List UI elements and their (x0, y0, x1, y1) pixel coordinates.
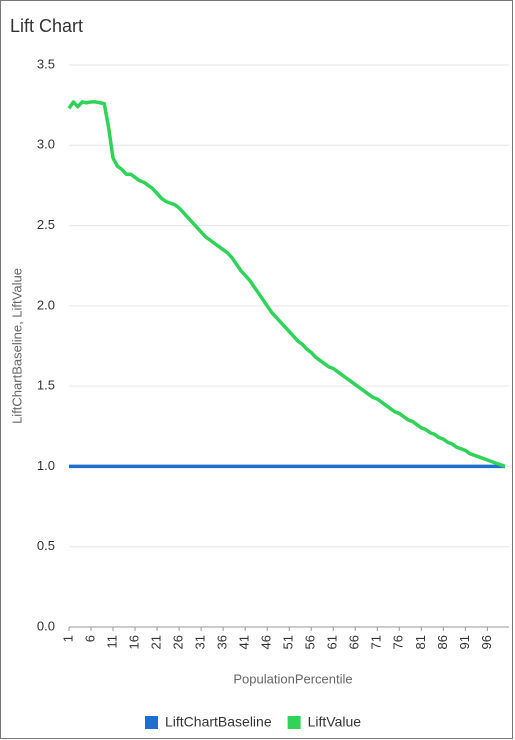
legend-swatch (287, 716, 301, 729)
y-tick-label: 2.0 (37, 297, 55, 312)
x-tick-label: 61 (325, 635, 340, 649)
x-tick-label: 71 (369, 635, 384, 649)
x-tick-label: 46 (259, 635, 274, 649)
x-tick-label: 21 (149, 635, 164, 649)
x-tick-label: 96 (479, 635, 494, 649)
x-tick-label: 81 (413, 635, 428, 649)
x-tick-label: 76 (391, 635, 406, 649)
x-tick-label: 51 (281, 635, 296, 649)
x-tick-label: 16 (126, 635, 141, 649)
x-tick-label: 66 (347, 635, 362, 649)
x-tick-label: 56 (303, 635, 318, 649)
y-tick-label: 0.5 (37, 538, 55, 553)
x-tick-label: 86 (435, 635, 450, 649)
x-tick-label: 91 (457, 635, 472, 649)
legend-swatch (145, 716, 158, 729)
x-axis-title: PopulationPercentile (233, 671, 352, 686)
x-tick-label: 31 (193, 635, 208, 649)
x-tick-label: 6 (82, 635, 97, 642)
y-tick-label: 3.0 (37, 137, 55, 152)
y-axis-title: LiftChartBaseline, LiftValue (9, 268, 24, 424)
y-tick-label: 0.0 (37, 618, 55, 633)
series-line (67, 100, 506, 469)
y-tick-label: 1.5 (37, 378, 55, 393)
x-tick-label: 41 (237, 635, 252, 649)
legend-label: LiftChartBaseline (165, 714, 272, 730)
x-tick-label: 1 (60, 635, 75, 642)
chart-title: Lift Chart (10, 16, 83, 36)
y-tick-label: 2.5 (37, 217, 55, 232)
legend-label: LiftValue (308, 714, 362, 730)
y-tick-label: 1.0 (37, 458, 55, 473)
x-tick-label: 11 (104, 635, 119, 649)
x-tick-label: 36 (215, 635, 230, 649)
y-tick-label: 3.5 (37, 56, 55, 71)
x-tick-label: 26 (171, 635, 186, 649)
